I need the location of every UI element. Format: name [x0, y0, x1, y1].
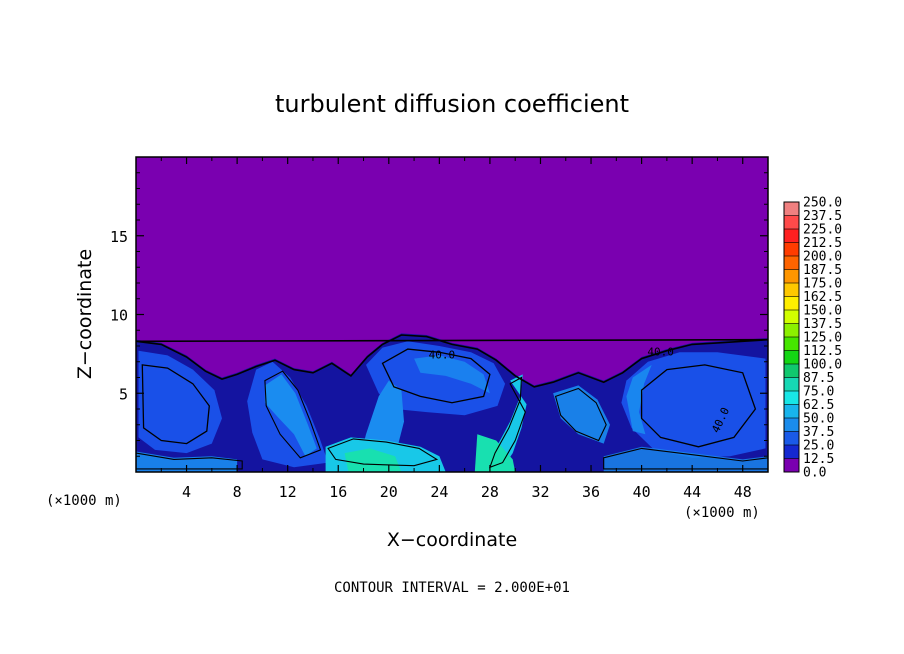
x-tick-label: 40: [633, 483, 651, 501]
y-axis-label: Z−coordinate: [74, 249, 96, 379]
colorbar-swatch: [784, 364, 799, 378]
colorbar-swatch: [784, 445, 799, 459]
contour-dome: [381, 348, 491, 404]
left-valley-streak: [264, 374, 317, 457]
colorbar-label: 75.0: [803, 385, 834, 400]
colorbar-label: 50.0: [803, 412, 834, 427]
x-unit-right: (×1000 m): [684, 505, 760, 521]
x-unit-left: (×1000 m): [46, 493, 122, 509]
colorbar-swatch: [784, 215, 799, 230]
colorbar-label: 62.5: [803, 398, 834, 413]
colorbar-label: 237.5: [803, 209, 842, 224]
lower-left-band: [136, 451, 238, 472]
colorbar-swatch: [784, 296, 799, 311]
colorbar-label: 0.0: [803, 466, 826, 481]
contour-right-plume: [488, 376, 526, 469]
x-tick-label: 44: [683, 483, 701, 501]
colorbar-label: 37.5: [803, 425, 834, 440]
y-tick-label: 15: [110, 228, 128, 246]
contour-bottom-left: [136, 452, 243, 470]
left-eddy-core: [148, 369, 210, 444]
contour-bottom-right: [603, 447, 768, 470]
colorbar-swatch: [784, 350, 799, 365]
contour-label: 40.0: [429, 349, 456, 362]
x-tick-label: 28: [481, 483, 499, 501]
colorbar-label: 162.5: [803, 290, 842, 305]
colorbar-label: 87.5: [803, 371, 834, 386]
right-eddy-rim: [626, 364, 652, 435]
colorbar-swatch: [784, 310, 799, 324]
right-eddy-core: [641, 361, 756, 449]
contour-right-eddy: [640, 364, 757, 448]
contour-interval-note: CONTOUR INTERVAL = 2.000E+01: [334, 580, 570, 596]
right-bottom-band: [603, 446, 768, 472]
x-tick-label: 16: [329, 483, 347, 501]
y-tick-label: 10: [110, 307, 128, 325]
x-tick-label: 20: [380, 483, 398, 501]
colorbar-swatch: [784, 229, 799, 243]
x-tick-label: 36: [582, 483, 600, 501]
colorbar-label: 112.5: [803, 344, 842, 359]
colorbar-label: 212.5: [803, 236, 842, 251]
colorbar-swatch: [784, 418, 799, 432]
colorbar-swatch: [784, 256, 799, 270]
colorbar-label: 150.0: [803, 304, 842, 319]
x-tick-label: 4: [182, 483, 191, 501]
contour-layer-top: [136, 334, 768, 388]
colorbar-label: 25.0: [803, 439, 834, 454]
colorbar-label: 250.0: [803, 196, 842, 211]
colorbar-label: 100.0: [803, 358, 842, 373]
right-valley-band: [553, 385, 610, 444]
dome-inner-band: [414, 355, 490, 394]
colorbar-label: 187.5: [803, 263, 842, 278]
x-tick-label: 12: [279, 483, 297, 501]
y-tick-label: 5: [119, 385, 128, 403]
colorbar-swatch: [784, 431, 799, 446]
colorbar-label: 125.0: [803, 331, 842, 346]
colorbar-swatch: [784, 269, 799, 284]
x-tick-label: 8: [233, 483, 242, 501]
colorbar-label: 225.0: [803, 223, 842, 238]
contour-left-plume: [264, 370, 322, 459]
colorbar-swatch: [784, 458, 799, 472]
colorbar-label: 175.0: [803, 277, 842, 292]
x-tick-label: 32: [531, 483, 549, 501]
chart-title: turbulent diffusion coefficient: [275, 90, 629, 118]
colorbar-label: 137.5: [803, 317, 842, 332]
colorbar-swatch: [784, 283, 799, 297]
colorbar: 250.0237.5225.0212.5200.0187.5175.0162.5…: [783, 196, 842, 481]
contour-right-valley: [554, 387, 607, 442]
colorbar-swatch: [784, 202, 799, 216]
colorbar-swatch: [784, 337, 799, 351]
x-tick-label: 24: [430, 483, 448, 501]
colorbar-label: 200.0: [803, 250, 842, 265]
contour-label: 40.0: [647, 345, 674, 358]
contour-lines: 40.0 40.040.0: [136, 334, 768, 470]
colorbar-label: 12.5: [803, 452, 834, 467]
x-tick-label: 48: [734, 483, 752, 501]
contour-base: [327, 438, 439, 467]
colorbar-swatch: [784, 391, 799, 405]
contour-left-eddy: [141, 364, 210, 445]
colorbar-swatch: [784, 404, 799, 419]
colorbar-swatch: [784, 242, 799, 257]
x-axis-label: X−coordinate: [387, 529, 517, 551]
colorbar-swatch: [784, 377, 799, 392]
colorbar-swatch: [784, 323, 799, 338]
central-base-core: [344, 448, 402, 472]
